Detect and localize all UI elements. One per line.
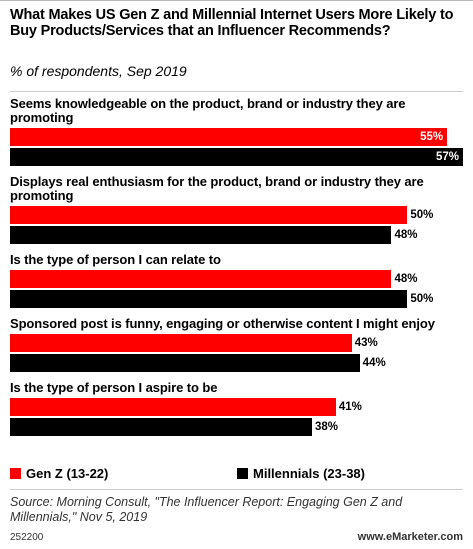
bar	[10, 290, 408, 308]
bar	[10, 270, 392, 288]
bar	[10, 148, 463, 166]
bar	[10, 128, 448, 146]
bar-row: 48%	[10, 226, 463, 244]
category-label: Seems knowledgeable on the product, bran…	[10, 96, 406, 125]
bar	[10, 206, 408, 224]
bar	[10, 354, 360, 372]
legend-swatch	[237, 468, 248, 479]
value-label: 55%	[420, 131, 444, 143]
bar-row: 44%	[10, 354, 463, 372]
bar	[10, 398, 336, 416]
chart-title: What Makes US Gen Z and Millennial Inter…	[10, 7, 454, 39]
legend: Gen Z (13-22) Millennials (23-38)	[10, 465, 463, 483]
bar	[10, 226, 392, 244]
legend-item: Millennials (23-38)	[237, 465, 365, 483]
chart-subtitle: % of respondents, Sep 2019	[10, 63, 187, 79]
chart-id: 252200	[10, 532, 44, 543]
legend-label: Gen Z (13-22)	[26, 466, 109, 481]
bar	[10, 418, 312, 436]
bar-group: Seems knowledgeable on the product, bran…	[10, 97, 463, 166]
website: www.eMarketer.com	[357, 531, 463, 543]
bar-row: 57%	[10, 148, 463, 166]
legend-swatch	[10, 468, 21, 479]
legend-label: Millennials (23-38)	[253, 466, 365, 481]
legend-item: Gen Z (13-22)	[10, 465, 108, 483]
value-label: 48%	[394, 229, 418, 241]
value-label: 57%	[435, 151, 459, 163]
category-label: Is the type of person I aspire to be	[10, 380, 218, 395]
bar	[10, 334, 352, 352]
bar-row: 48%	[10, 270, 463, 288]
value-label: 43%	[354, 337, 378, 349]
bar-row: 50%	[10, 290, 463, 308]
value-label: 41%	[338, 401, 362, 413]
bar-group: Sponsored post is funny, engaging or oth…	[10, 317, 463, 372]
bar-row: 43%	[10, 334, 463, 352]
category-label: Displays real enthusiasm for the product…	[10, 174, 424, 203]
category-label: Sponsored post is funny, engaging or oth…	[10, 316, 435, 331]
bar-row: 41%	[10, 398, 463, 416]
bar-row: 38%	[10, 418, 463, 436]
value-label: 44%	[362, 357, 386, 369]
source-note: Source: Morning Consult, "The Influencer…	[10, 495, 403, 524]
value-label: 50%	[410, 209, 434, 221]
value-label: 38%	[315, 421, 339, 433]
bar-row: 50%	[10, 206, 463, 224]
bar-group: Is the type of person I can relate to 48%…	[10, 253, 463, 308]
bar-group: Displays real enthusiasm for the product…	[10, 175, 463, 244]
bar-row: 55%	[10, 128, 463, 146]
bar-group: Is the type of person I aspire to be 41% 3…	[10, 381, 463, 436]
value-label: 50%	[410, 293, 434, 305]
value-label: 48%	[394, 273, 418, 285]
plot-area: Seems knowledgeable on the product, bran…	[10, 97, 463, 445]
category-label: Is the type of person I can relate to	[10, 252, 221, 267]
divider	[10, 91, 463, 92]
divider	[10, 489, 463, 490]
